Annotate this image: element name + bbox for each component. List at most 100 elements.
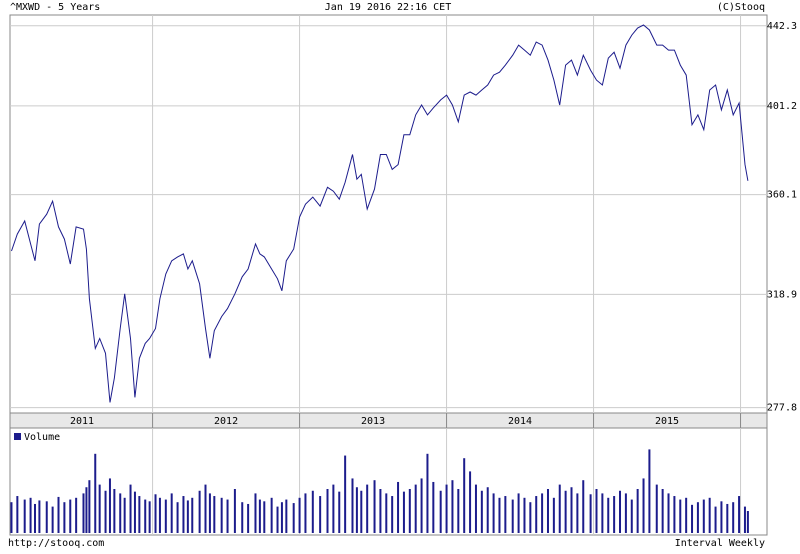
volume-bar [226, 499, 229, 533]
volume-bar [642, 478, 645, 533]
volume-bar [613, 496, 616, 533]
volume-bar [326, 489, 329, 533]
volume-bar [75, 497, 78, 533]
volume-bar [498, 497, 501, 533]
volume-bar [304, 493, 307, 533]
volume-bar [373, 480, 376, 533]
volume-bar [738, 496, 741, 533]
volume-bar [104, 490, 107, 533]
volume-bar [624, 493, 627, 533]
volume-bar [69, 499, 72, 533]
volume-bar [648, 449, 651, 533]
volume-bar [492, 493, 495, 533]
volume-bar [360, 490, 363, 533]
volume-bar [445, 484, 448, 533]
volume-bar [82, 493, 85, 533]
volume-bar [319, 496, 322, 533]
volume-bar [355, 487, 358, 533]
volume-bar [213, 496, 216, 533]
volume-bar [191, 497, 194, 533]
volume-bar [57, 496, 60, 533]
volume-bar [439, 490, 442, 533]
volume-bar [504, 496, 507, 533]
volume-bar [108, 478, 111, 533]
volume-bar [129, 484, 132, 533]
volume-bar [98, 484, 101, 533]
volume-panel [9, 427, 768, 536]
volume-bar [535, 496, 538, 533]
volume-bar [732, 502, 735, 533]
volume-bar [119, 493, 122, 533]
volume-bar [186, 500, 189, 533]
volume-bar [133, 491, 136, 533]
volume-bar [720, 501, 723, 533]
volume-bar [176, 502, 179, 533]
volume-bar [743, 506, 746, 533]
volume-bar [182, 496, 185, 533]
volume-bar [158, 497, 161, 533]
volume-bar [426, 453, 429, 533]
volume-bar [746, 511, 749, 533]
y-tick-label: 277.8 [767, 403, 797, 414]
volume-bar [45, 501, 48, 533]
chart-title: ^MXWD - 5 Years [10, 2, 100, 13]
volume-bar [94, 453, 97, 533]
volume-bar [691, 504, 694, 533]
volume-bar [546, 489, 549, 533]
volume-bar [474, 484, 477, 533]
volume-bar [344, 455, 347, 533]
volume-bar [170, 493, 173, 533]
volume-bar [517, 493, 520, 533]
volume-bar [16, 496, 19, 533]
volume-bar [408, 489, 411, 533]
volume-bar [679, 499, 682, 533]
volume-bar [220, 497, 223, 533]
volume-bar [51, 506, 54, 533]
volume-bar [123, 497, 126, 533]
volume-bar [552, 497, 555, 533]
volume-bar [457, 489, 460, 533]
x-tick-label: 2011 [70, 416, 94, 427]
volume-bar [636, 489, 639, 533]
volume-bar [138, 496, 141, 533]
volume-bar [63, 502, 66, 533]
volume-bar [667, 493, 670, 533]
y-tick-label: 401.2 [767, 101, 797, 112]
source: (C)Stooq [717, 2, 765, 13]
volume-bar [113, 489, 116, 533]
year-strip [9, 412, 768, 429]
volume-bar [655, 484, 658, 533]
chart-subtitle: Jan 19 2016 22:16 CET [325, 2, 451, 13]
price-line [11, 24, 749, 403]
volume-bar [391, 496, 394, 533]
y-tick-label: 442.3 [767, 21, 797, 32]
volume-bar [576, 493, 579, 533]
volume-bar [685, 497, 688, 533]
volume-bar [85, 487, 88, 533]
volume-bar [582, 480, 585, 533]
volume-bar [148, 501, 151, 533]
volume-bar [708, 497, 711, 533]
volume-bar [451, 480, 454, 533]
x-tick-label: 2012 [214, 416, 238, 427]
volume-bar [402, 491, 405, 533]
volume-bar [311, 490, 314, 533]
volume-bar [523, 497, 526, 533]
volume-bar [630, 499, 633, 533]
volume-bar [420, 478, 423, 533]
volume-bar [558, 484, 561, 533]
volume-bar [33, 503, 36, 533]
volume-legend-swatch [14, 433, 21, 440]
volume-bar [338, 491, 341, 533]
volume-bar [463, 458, 466, 533]
volume-bar [351, 478, 354, 533]
volume-bar [276, 506, 279, 533]
y-tick-label: 360.1 [767, 190, 797, 201]
volume-bar [23, 499, 26, 533]
volume-bar [88, 480, 91, 533]
volume-bar [263, 501, 266, 533]
volume-bar [285, 499, 288, 533]
footer-right: Interval Weekly [675, 538, 765, 549]
